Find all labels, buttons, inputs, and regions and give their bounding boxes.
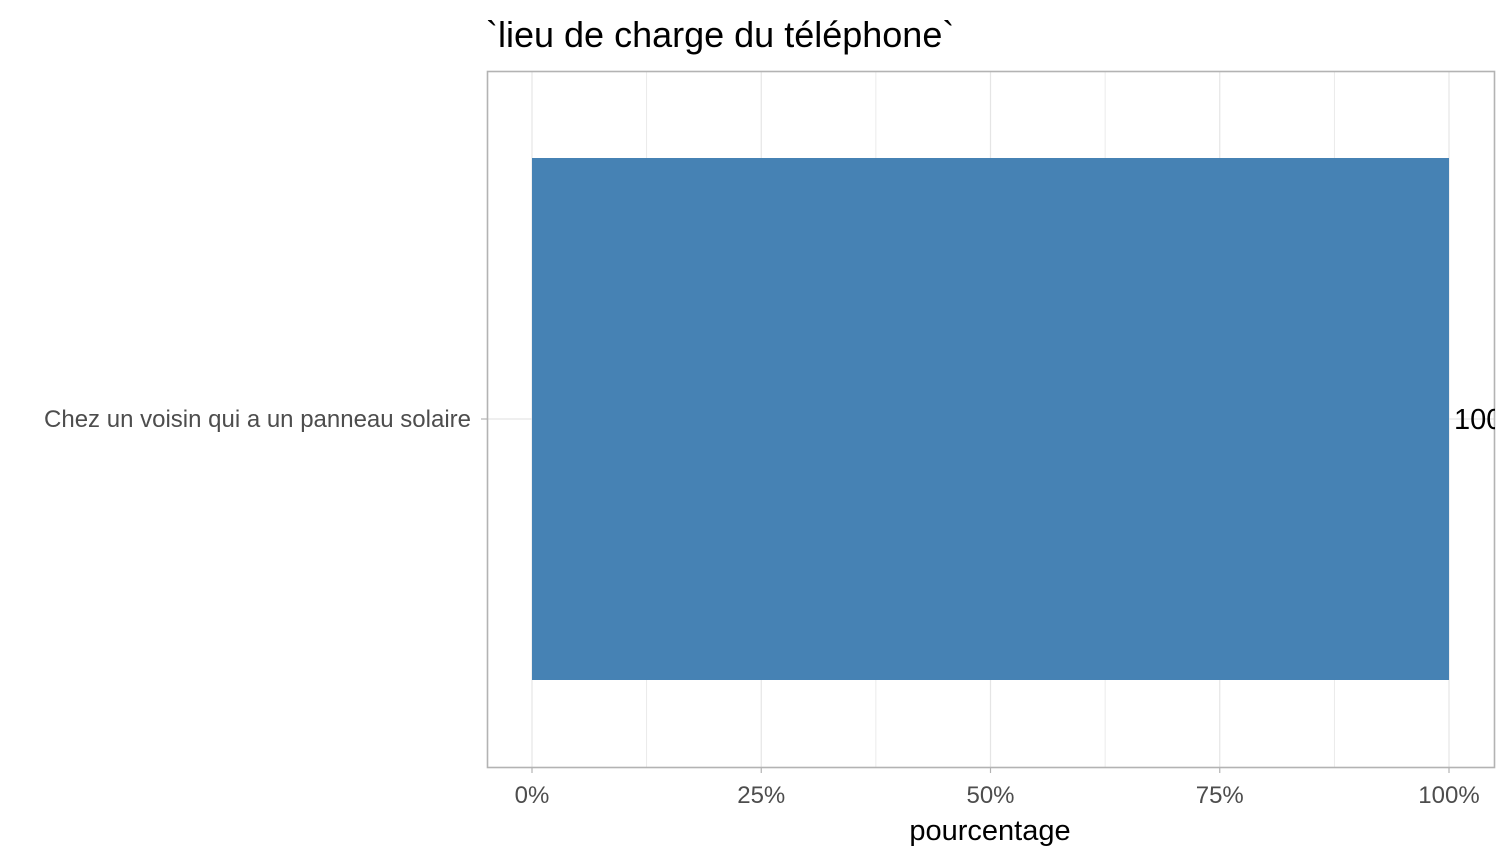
x-axis-title: pourcentage <box>909 815 1070 847</box>
chart-title: `lieu de charge du téléphone` <box>486 14 954 55</box>
bar-value-label: 100 <box>1454 404 1502 436</box>
x-tick-label: 25% <box>737 782 785 809</box>
x-tick-label: 50% <box>966 782 1014 809</box>
bars <box>532 158 1449 680</box>
x-tick-label: 100% <box>1418 782 1479 809</box>
y-tick-label: Chez un voisin qui a un panneau solaire <box>44 406 471 433</box>
x-tick-label: 75% <box>1196 782 1244 809</box>
y-axis: Chez un voisin qui a un panneau solaire <box>44 406 487 433</box>
x-tick-label: 0% <box>515 782 550 809</box>
x-axis: 0% 25% 50% 75% 100% <box>515 767 1480 809</box>
data-labels: 100 <box>1454 404 1502 436</box>
bar <box>532 158 1449 680</box>
